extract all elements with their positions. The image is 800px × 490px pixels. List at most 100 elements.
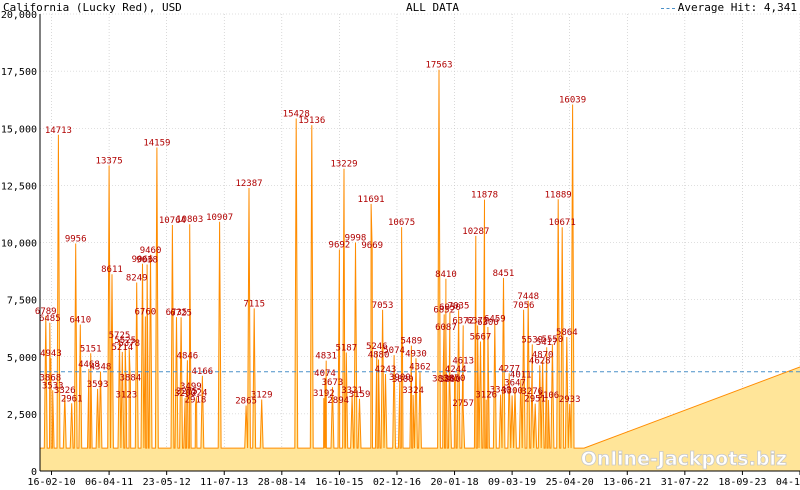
data-label: 4348 xyxy=(90,363,112,373)
jackpot-series xyxy=(40,69,800,471)
data-label: 4831 xyxy=(315,352,337,362)
data-label: 3129 xyxy=(251,391,273,401)
data-label: 4277 xyxy=(498,364,520,374)
data-label: 10764 xyxy=(159,216,186,226)
chart-subtitle: ALL DATA xyxy=(406,1,459,14)
data-label: 5525 xyxy=(114,336,136,346)
x-tick-label: 18-09-23 xyxy=(718,477,766,488)
data-label: 9998 xyxy=(345,234,367,244)
data-label: 6485 xyxy=(39,314,61,324)
data-label: 6735 xyxy=(166,308,188,318)
data-label: 2933 xyxy=(559,395,581,405)
data-label: 3593 xyxy=(87,380,109,390)
data-label: 7053 xyxy=(372,301,394,311)
data-label: 5725 xyxy=(109,331,131,341)
data-label: 12387 xyxy=(235,179,262,189)
series-line xyxy=(40,69,800,449)
data-label: 3192 xyxy=(313,389,335,399)
data-label: 5667 xyxy=(470,333,492,343)
y-tick-label: 12,500 xyxy=(1,181,37,192)
y-tick-label: 15,000 xyxy=(1,124,37,135)
data-label: 5187 xyxy=(335,343,357,353)
watermark: Online-Jackpots.biz xyxy=(581,448,787,470)
data-label: 5489 xyxy=(401,337,423,347)
data-label: 7115 xyxy=(243,299,265,309)
data-label: 6300 xyxy=(477,318,499,328)
data-label: 4943 xyxy=(40,349,62,359)
data-label: 4243 xyxy=(375,365,397,375)
data-label: 3324 xyxy=(402,386,424,396)
data-label: 3838 xyxy=(432,374,454,384)
data-label: 2961 xyxy=(61,394,83,404)
data-label: 4362 xyxy=(409,362,431,372)
data-label: 4468 xyxy=(78,360,100,370)
data-label: 15428 xyxy=(283,109,310,119)
data-label: 9956 xyxy=(65,235,87,245)
data-label: 6372 xyxy=(467,316,489,326)
data-label: 4244 xyxy=(445,365,467,375)
data-label: 3499 xyxy=(180,382,202,392)
data-label: 4628 xyxy=(529,356,551,366)
data-label: 3126 xyxy=(475,391,497,401)
data-label: 3533 xyxy=(42,381,64,391)
data-label: 3276 xyxy=(521,387,543,397)
x-tick-label: 02-12-16 xyxy=(373,477,421,488)
data-label: 5864 xyxy=(556,328,578,338)
x-tick-label: 11-07-13 xyxy=(200,477,248,488)
data-label: 8611 xyxy=(101,265,123,275)
data-label: 9460 xyxy=(140,246,162,256)
data-label: 11691 xyxy=(358,195,385,205)
data-label: 3123 xyxy=(116,391,138,401)
y-tick-label: 7,500 xyxy=(7,296,37,307)
data-label: 6789 xyxy=(35,307,57,317)
data-label: 8410 xyxy=(435,270,457,280)
data-label: 11878 xyxy=(471,191,498,201)
data-label: 17563 xyxy=(425,61,452,71)
y-tick-label: 5,000 xyxy=(7,353,37,364)
data-label: 6372 xyxy=(452,316,474,326)
x-tick-label: 28-08-14 xyxy=(258,477,306,488)
data-label: 11889 xyxy=(545,190,572,200)
data-label: 3900 xyxy=(389,373,411,383)
data-label: 6852 xyxy=(433,305,455,315)
data-label: 2951 xyxy=(524,395,546,405)
data-label: 2757 xyxy=(452,399,474,409)
data-label: 3106 xyxy=(538,391,560,401)
data-label: 7448 xyxy=(517,292,539,302)
data-label: 6760 xyxy=(135,308,157,318)
data-label: 4870 xyxy=(532,351,554,361)
data-label: 15136 xyxy=(298,116,325,126)
data-label: 9038 xyxy=(136,255,158,265)
data-label: 3647 xyxy=(504,379,526,389)
chart-title: California (Lucky Red), USD xyxy=(3,1,182,14)
data-label: 10287 xyxy=(462,227,489,237)
y-tick-label: 20,000 xyxy=(1,10,37,21)
x-tick-label: 13-06-21 xyxy=(603,477,651,488)
data-label: 4930 xyxy=(405,349,427,359)
x-tick-label: 20-01-18 xyxy=(430,477,478,488)
data-label: 6087 xyxy=(435,323,457,333)
legend-label: Average Hit: 4,341 xyxy=(677,1,797,14)
x-tick-label: 16-02-10 xyxy=(27,477,75,488)
series-area xyxy=(40,69,800,471)
data-label: 3340 xyxy=(490,386,512,396)
legend-dash-icon xyxy=(660,7,675,9)
data-label: 3868 xyxy=(40,374,62,384)
data-label: 3326 xyxy=(54,386,76,396)
y-tick-label: 2,500 xyxy=(7,410,37,421)
data-label: 6459 xyxy=(484,314,506,324)
data-label: 8451 xyxy=(493,269,515,279)
data-label: 6410 xyxy=(69,316,91,326)
data-label: 3275 xyxy=(176,387,198,397)
chart-grid xyxy=(40,13,800,472)
data-label: 14159 xyxy=(143,138,170,148)
data-label: 13375 xyxy=(96,156,123,166)
data-label: 2894 xyxy=(327,396,349,406)
data-label: 10803 xyxy=(176,215,203,225)
data-label: 3321 xyxy=(341,386,363,396)
data-label: 10907 xyxy=(206,213,233,223)
data-label: 3159 xyxy=(349,390,371,400)
data-label: 5539 xyxy=(521,335,543,345)
